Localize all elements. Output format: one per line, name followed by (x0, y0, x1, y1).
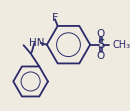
Text: O: O (97, 51, 105, 61)
Text: S: S (97, 38, 105, 51)
Text: CH₃: CH₃ (112, 40, 130, 50)
Text: F: F (52, 13, 58, 23)
Text: HN: HN (29, 38, 44, 48)
Text: O: O (97, 29, 105, 39)
